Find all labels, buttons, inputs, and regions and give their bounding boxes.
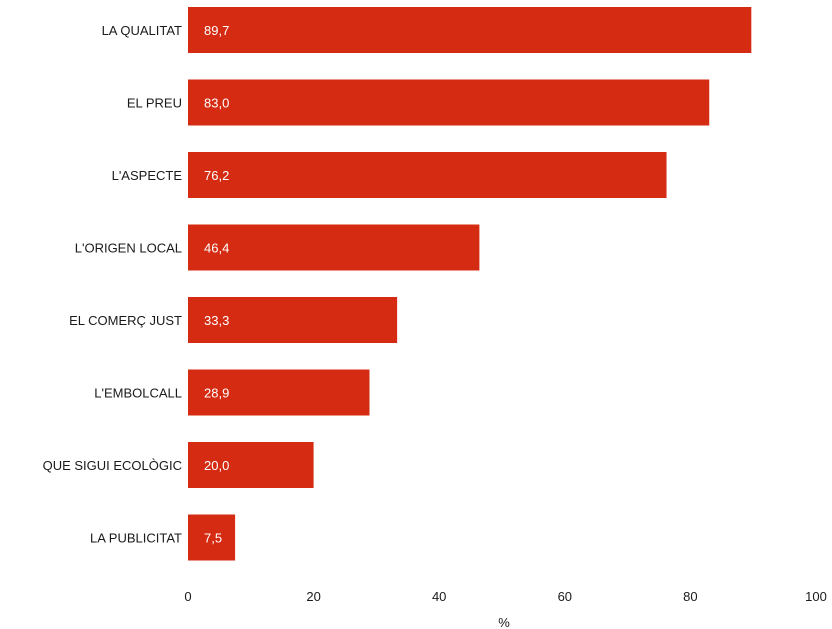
- category-labels: LA QUALITAT EL PREU L'ASPECTE L'ORIGEN LOCA…: [43, 23, 183, 546]
- value-label: 76,2: [204, 168, 229, 183]
- category-label: QUE SIGUI ECOLÒGIC: [43, 458, 182, 473]
- bar: [188, 369, 370, 416]
- bar: [188, 224, 480, 271]
- x-axis-ticks: 0 20 40 60 80 100: [184, 589, 826, 604]
- value-label: 89,7: [204, 23, 229, 38]
- category-label: L'ORIGEN LOCAL: [75, 241, 182, 256]
- bar: [188, 152, 667, 198]
- x-tick-label: 0: [184, 589, 191, 604]
- value-label: 33,3: [204, 313, 229, 328]
- x-tick-label: 40: [432, 589, 446, 604]
- x-tick-label: 20: [306, 589, 320, 604]
- value-label: 28,9: [204, 386, 229, 401]
- category-label: LA PUBLICITAT: [90, 531, 182, 546]
- category-label: EL COMERÇ JUST: [69, 313, 182, 328]
- category-label: L'ASPECTE: [112, 168, 183, 183]
- value-label: 20,0: [204, 458, 229, 473]
- bar: [188, 514, 236, 561]
- value-labels: 89,7 83,0 76,2 46,4 33,3 28,9 20,0 7,5: [204, 23, 229, 546]
- bar: [188, 442, 314, 488]
- category-label: EL PREU: [127, 96, 182, 111]
- value-label: 46,4: [204, 241, 229, 256]
- value-label: 83,0: [204, 96, 229, 111]
- category-label: LA QUALITAT: [102, 23, 182, 38]
- value-label: 7,5: [204, 531, 222, 546]
- x-tick-label: 80: [683, 589, 697, 604]
- x-axis-title: %: [498, 615, 510, 629]
- x-tick-label: 60: [558, 589, 572, 604]
- bars-layer: [188, 7, 752, 561]
- x-tick-label: 100: [805, 589, 827, 604]
- bar: [188, 7, 752, 53]
- bar: [188, 79, 710, 126]
- category-label: L'EMBOLCALL: [94, 386, 182, 401]
- bar: [188, 297, 398, 343]
